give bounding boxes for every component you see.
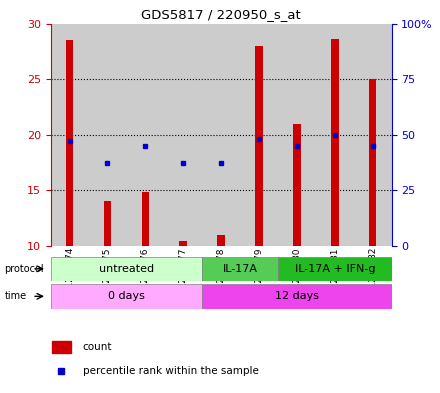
Bar: [278, 24, 316, 246]
Bar: [51, 284, 202, 309]
Bar: [293, 123, 301, 246]
Bar: [217, 235, 225, 246]
Text: 0 days: 0 days: [108, 291, 145, 301]
Text: percentile rank within the sample: percentile rank within the sample: [83, 366, 259, 376]
Bar: [164, 24, 202, 246]
Bar: [88, 24, 126, 246]
Bar: [51, 257, 202, 281]
Bar: [202, 257, 278, 281]
Text: untreated: untreated: [99, 264, 154, 274]
Bar: [52, 341, 71, 353]
Text: time: time: [4, 291, 26, 301]
Bar: [240, 24, 278, 246]
Bar: [51, 24, 88, 246]
Bar: [369, 79, 377, 246]
Bar: [331, 39, 338, 246]
Bar: [180, 241, 187, 246]
Bar: [66, 40, 73, 246]
Text: count: count: [83, 342, 112, 352]
Title: GDS5817 / 220950_s_at: GDS5817 / 220950_s_at: [141, 8, 301, 21]
Bar: [354, 24, 392, 246]
Bar: [316, 24, 354, 246]
Text: IL-17A: IL-17A: [223, 264, 257, 274]
Bar: [104, 201, 111, 246]
Bar: [202, 284, 392, 309]
Text: protocol: protocol: [4, 264, 44, 274]
Text: 12 days: 12 days: [275, 291, 319, 301]
Bar: [126, 24, 164, 246]
Bar: [142, 192, 149, 246]
Bar: [255, 46, 263, 246]
Bar: [202, 24, 240, 246]
Bar: [278, 257, 392, 281]
Text: IL-17A + IFN-g: IL-17A + IFN-g: [294, 264, 375, 274]
